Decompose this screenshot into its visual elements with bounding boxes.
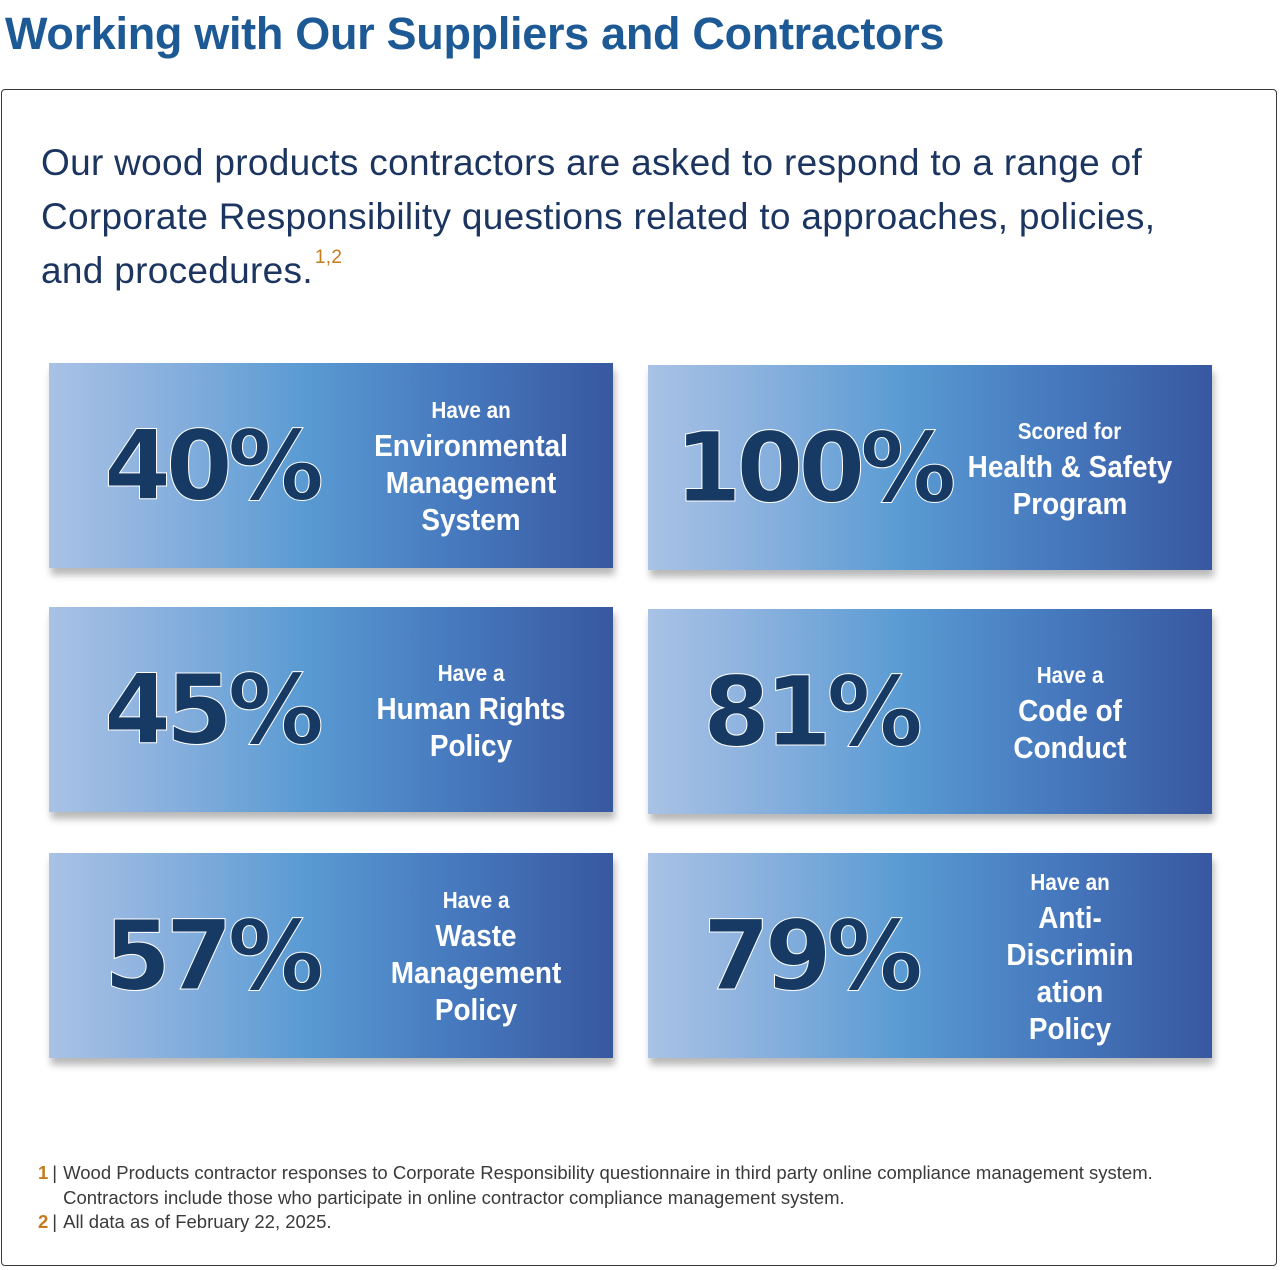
stat-label-title: Anti-Discrimination Policy [1006, 899, 1134, 1046]
footnote-text: All data as of February 22, 2025. [63, 1211, 332, 1232]
footnote-text: Wood Products contractor responses to Co… [63, 1162, 1153, 1208]
stat-label: Have an Anti-Discrimination Policy [955, 853, 1185, 1058]
stat-label-prefix: Have a [442, 887, 510, 913]
stat-value: 45% [104, 653, 325, 766]
stat-label-title: Health & Safety Program [967, 448, 1173, 521]
stat-value: 79% [703, 899, 924, 1012]
stat-card-human-rights: 45% Have a Human Rights Policy [49, 607, 613, 812]
stat-label-title: Human Rights Policy [376, 690, 566, 763]
stat-label-prefix: Have a [437, 659, 505, 686]
stat-card-health-safety: 100% Scored for Health & Safety Program [648, 365, 1212, 570]
intro-text: Our wood products contractors are asked … [41, 142, 1156, 291]
footnote-number: 2 [38, 1211, 49, 1232]
page-title: Working with Our Suppliers and Contracto… [5, 8, 945, 59]
stat-label: Have a Code of Conduct [955, 609, 1185, 814]
stat-label-prefix: Have a [1036, 661, 1104, 688]
footnote: 2 | All data as of February 22, 2025. [38, 1210, 1258, 1235]
footnote-separator: | [52, 1211, 58, 1232]
footnote-reference: 1,2 [314, 247, 343, 268]
stat-label-prefix: Have an [431, 397, 511, 423]
stat-label-title: Waste Management Policy [390, 918, 562, 1027]
stat-card-environmental-management: 40% Have an Environmental Management Sys… [49, 363, 613, 568]
stat-label-title: Code of Conduct [1013, 692, 1127, 765]
stat-label: Have a Human Rights Policy [356, 607, 586, 812]
stat-value: 57% [104, 899, 325, 1012]
stat-card-waste-management: 57% Have a Waste Management Policy [49, 853, 613, 1058]
intro-paragraph: Our wood products contractors are asked … [41, 136, 1191, 298]
stat-label-prefix: Scored for [1018, 417, 1122, 444]
footnotes: 1 | Wood Products contractor responses t… [38, 1161, 1258, 1235]
stat-value: 81% [703, 655, 924, 768]
footnote-number: 1 [38, 1162, 49, 1183]
stat-label: Have an Environmental Management System [356, 363, 586, 568]
footnote-separator: | [52, 1162, 58, 1183]
stat-card-anti-discrimination: 79% Have an Anti-Discrimination Policy [648, 853, 1212, 1058]
stat-label: Have a Waste Management Policy [361, 853, 591, 1058]
footnote: 1 | Wood Products contractor responses t… [38, 1161, 1258, 1210]
stat-value: 100% [674, 411, 957, 524]
stat-label-prefix: Have an [1030, 868, 1110, 895]
stat-card-code-of-conduct: 81% Have a Code of Conduct [648, 609, 1212, 814]
stat-label-title: Environmental Management System [374, 428, 568, 537]
stat-value: 40% [104, 409, 325, 522]
stat-label: Scored for Health & Safety Program [955, 365, 1185, 570]
